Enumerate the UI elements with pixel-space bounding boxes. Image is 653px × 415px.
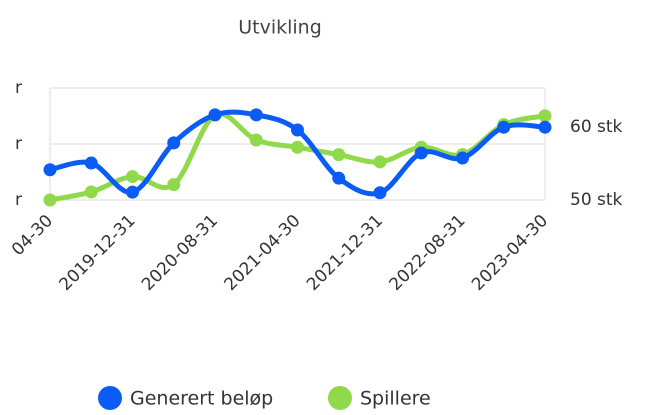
x-tick-label: 2021-12-31 xyxy=(303,211,387,295)
data-point xyxy=(43,193,57,207)
chart-title: Utvikling xyxy=(238,17,322,39)
y2-tick-label: 60 stk xyxy=(570,117,623,137)
y-tick-label: r xyxy=(15,134,22,154)
data-point xyxy=(291,140,304,154)
data-point xyxy=(84,185,98,199)
data-point xyxy=(126,170,139,184)
x-tick-label: 2019-12-31 xyxy=(56,211,140,295)
data-point xyxy=(167,136,181,150)
x-tick-label: 2020-08-31 xyxy=(138,211,222,295)
y-tick-label: r xyxy=(15,78,22,98)
data-point xyxy=(538,120,552,134)
data-point xyxy=(497,120,511,134)
x-tick-label: 2023-04-30 xyxy=(468,211,552,295)
data-point xyxy=(373,186,387,200)
x-tick-label: 2022-08-31 xyxy=(386,211,470,295)
data-point xyxy=(414,146,428,160)
data-point xyxy=(249,108,263,122)
legend-label: Generert beløp xyxy=(130,388,273,410)
data-point xyxy=(332,171,346,185)
x-tick-label: 2021-04-30 xyxy=(221,211,305,295)
data-point xyxy=(84,156,98,170)
data-point xyxy=(332,148,346,162)
data-point xyxy=(167,178,181,192)
data-point xyxy=(291,123,304,137)
x-tick-label: 04-30 xyxy=(8,211,57,260)
legend-swatch xyxy=(98,386,122,410)
data-point xyxy=(249,133,263,147)
legend-label: Spillere xyxy=(360,388,431,410)
data-point xyxy=(126,185,139,199)
y2-tick-label: 50 stk xyxy=(570,190,623,210)
data-point xyxy=(43,163,57,177)
data-point xyxy=(456,151,469,165)
data-point xyxy=(208,108,222,122)
y-tick-label: r xyxy=(15,190,22,210)
legend-swatch xyxy=(328,386,352,410)
data-point xyxy=(538,109,552,123)
data-point xyxy=(373,155,387,169)
